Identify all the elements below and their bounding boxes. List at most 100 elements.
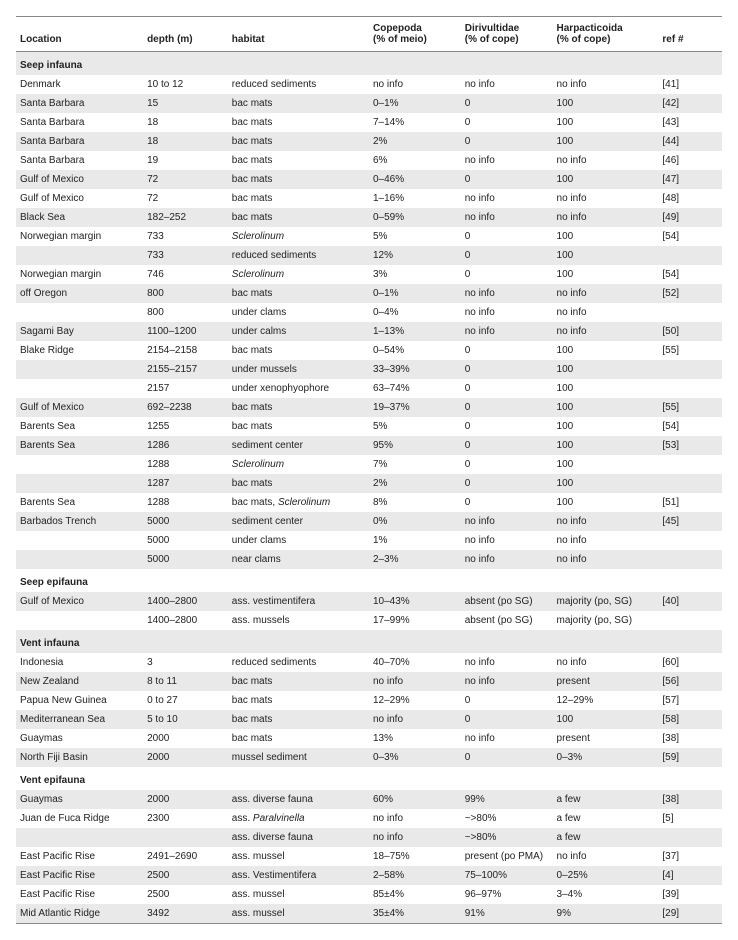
table-cell: 2–3% bbox=[369, 550, 461, 569]
table-cell: no info bbox=[461, 189, 553, 208]
table-cell: 12–29% bbox=[553, 691, 659, 710]
table-cell: 100 bbox=[553, 474, 659, 493]
table-row: Barents Sea1288bac mats, Sclerolinum8%01… bbox=[16, 493, 722, 512]
table-cell: 9% bbox=[553, 904, 659, 924]
table-cell: near clams bbox=[228, 550, 369, 569]
table-cell bbox=[553, 52, 659, 76]
table-cell: 0 bbox=[461, 398, 553, 417]
table-cell: Sclerolinum bbox=[228, 265, 369, 284]
table-cell bbox=[461, 569, 553, 592]
table-cell: Mid Atlantic Ridge bbox=[16, 904, 143, 924]
section-row: Seep epifauna bbox=[16, 569, 722, 592]
table-cell: 91% bbox=[461, 904, 553, 924]
table-row: Santa Barbara15bac mats0–1%0100[42] bbox=[16, 94, 722, 113]
table-cell: [49] bbox=[658, 208, 722, 227]
table-cell: 0 bbox=[461, 265, 553, 284]
table-cell: no info bbox=[461, 284, 553, 303]
table-row: 5000under clams1%no infono info bbox=[16, 531, 722, 550]
table-row: ass. diverse faunano info~>80%a few bbox=[16, 828, 722, 847]
table-cell bbox=[658, 379, 722, 398]
table-cell bbox=[16, 474, 143, 493]
table-cell: no info bbox=[461, 322, 553, 341]
table-row: Norwegian margin746Sclerolinum3%0100[54] bbox=[16, 265, 722, 284]
table-cell: 5% bbox=[369, 227, 461, 246]
table-cell: bac mats bbox=[228, 94, 369, 113]
table-cell: 0 bbox=[461, 132, 553, 151]
table-cell: East Pacific Rise bbox=[16, 866, 143, 885]
table-cell: 0–3% bbox=[553, 748, 659, 767]
table-cell: [58] bbox=[658, 710, 722, 729]
table-cell: bac mats bbox=[228, 113, 369, 132]
table-cell: 733 bbox=[143, 227, 228, 246]
table-cell: East Pacific Rise bbox=[16, 885, 143, 904]
table-row: Mid Atlantic Ridge3492ass. mussel35±4%91… bbox=[16, 904, 722, 924]
table-cell bbox=[658, 611, 722, 630]
table-cell: 0 to 27 bbox=[143, 691, 228, 710]
table-cell: ass. diverse fauna bbox=[228, 790, 369, 809]
table-cell: bac mats bbox=[228, 691, 369, 710]
table-cell: 100 bbox=[553, 341, 659, 360]
table-cell: Vent epifauna bbox=[16, 767, 143, 790]
table-cell: [41] bbox=[658, 75, 722, 94]
table-cell: no info bbox=[461, 208, 553, 227]
column-header-label: ref # bbox=[662, 34, 683, 45]
table-cell: absent (po SG) bbox=[461, 611, 553, 630]
table-cell: Barents Sea bbox=[16, 436, 143, 455]
table-cell bbox=[658, 455, 722, 474]
table-cell: Seep epifauna bbox=[16, 569, 143, 592]
table-cell: under mussels bbox=[228, 360, 369, 379]
table-cell: bac mats bbox=[228, 132, 369, 151]
table-cell: sediment center bbox=[228, 436, 369, 455]
table-cell: 8 to 11 bbox=[143, 672, 228, 691]
table-cell: 0 bbox=[461, 691, 553, 710]
table-cell: no info bbox=[553, 322, 659, 341]
table-cell: 35±4% bbox=[369, 904, 461, 924]
table-cell: Santa Barbara bbox=[16, 151, 143, 170]
table-cell: ass. Paralvinella bbox=[228, 809, 369, 828]
table-cell bbox=[658, 246, 722, 265]
table-cell: no info bbox=[461, 303, 553, 322]
column-header-label: Harpacticoida bbox=[557, 23, 623, 34]
table-cell: 2% bbox=[369, 474, 461, 493]
table-cell: 0 bbox=[461, 94, 553, 113]
table-cell bbox=[369, 52, 461, 76]
table-cell: 100 bbox=[553, 493, 659, 512]
table-cell: no info bbox=[369, 809, 461, 828]
table-cell: 60% bbox=[369, 790, 461, 809]
table-row: Gulf of Mexico72bac mats1–16%no infono i… bbox=[16, 189, 722, 208]
table-cell: 75–100% bbox=[461, 866, 553, 885]
table-cell: ass. mussel bbox=[228, 847, 369, 866]
table-cell: no info bbox=[369, 828, 461, 847]
table-cell: bac mats bbox=[228, 672, 369, 691]
table-row: 1400–2800ass. mussels17–99%absent (po SG… bbox=[16, 611, 722, 630]
column-header: Location bbox=[16, 17, 143, 52]
table-cell: 95% bbox=[369, 436, 461, 455]
table-cell: 182–252 bbox=[143, 208, 228, 227]
table-cell: no info bbox=[369, 75, 461, 94]
table-cell bbox=[16, 246, 143, 265]
table-cell: no info bbox=[461, 550, 553, 569]
table-cell: [43] bbox=[658, 113, 722, 132]
table-cell: no info bbox=[461, 151, 553, 170]
table-cell bbox=[228, 52, 369, 76]
table-cell: [53] bbox=[658, 436, 722, 455]
table-cell: Juan de Fuca Ridge bbox=[16, 809, 143, 828]
table-cell: Norwegian margin bbox=[16, 227, 143, 246]
table-cell: 0–25% bbox=[553, 866, 659, 885]
section-row: Vent infauna bbox=[16, 630, 722, 653]
table-row: New Zealand8 to 11bac matsno infono info… bbox=[16, 672, 722, 691]
table-cell: ~>80% bbox=[461, 828, 553, 847]
table-cell: 3–4% bbox=[553, 885, 659, 904]
table-row: East Pacific Rise2491–2690ass. mussel18–… bbox=[16, 847, 722, 866]
table-cell: bac mats bbox=[228, 417, 369, 436]
table-cell: present bbox=[553, 672, 659, 691]
table-cell: 13% bbox=[369, 729, 461, 748]
table-cell: 40–70% bbox=[369, 653, 461, 672]
table-cell: [45] bbox=[658, 512, 722, 531]
table-cell: [51] bbox=[658, 493, 722, 512]
table-cell bbox=[16, 360, 143, 379]
table-cell: Gulf of Mexico bbox=[16, 398, 143, 417]
table-cell bbox=[143, 767, 228, 790]
table-cell: [56] bbox=[658, 672, 722, 691]
table-cell: no info bbox=[461, 75, 553, 94]
